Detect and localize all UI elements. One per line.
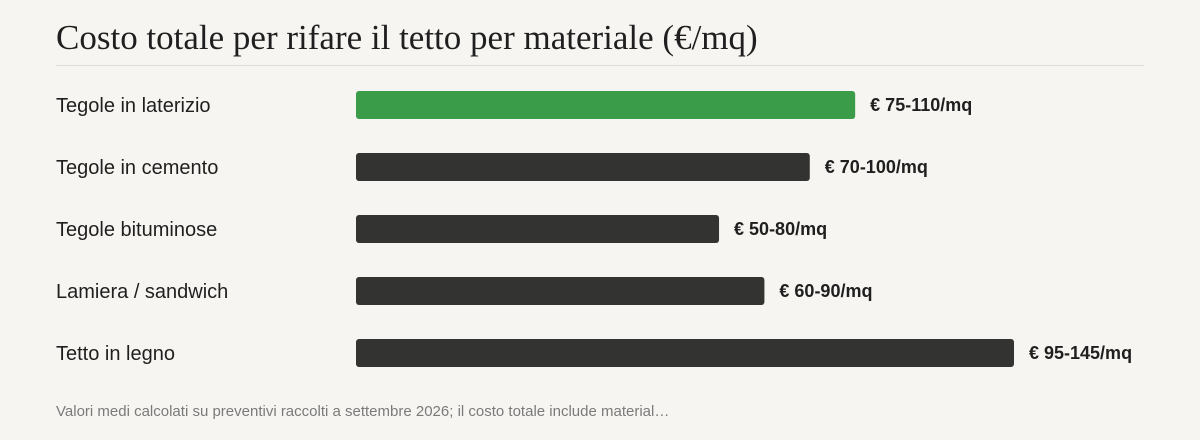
value-label: € 75-110/mq xyxy=(870,95,972,115)
chart-title: Costo totale per rifare il tetto per mat… xyxy=(56,18,758,57)
bar xyxy=(356,277,765,305)
category-label: Tegole in cemento xyxy=(56,157,218,179)
bar xyxy=(356,153,810,181)
value-label: € 70-100/mq xyxy=(825,157,928,177)
bar xyxy=(356,91,856,119)
title-divider xyxy=(56,65,1144,66)
category-label: Tegole bituminose xyxy=(56,219,217,241)
footnote: Valori medi calcolati su preventivi racc… xyxy=(56,403,670,420)
bar xyxy=(356,215,720,243)
category-label: Tetto in legno xyxy=(56,343,175,365)
value-label: € 60-90/mq xyxy=(779,281,872,301)
bar-chart: Tegole in laterizio € 75-110/mq Tegole in … xyxy=(56,91,1132,367)
value-label: € 95-145/mq xyxy=(1029,343,1132,363)
category-label: Lamiera / sandwich xyxy=(56,281,228,303)
value-label: € 50-80/mq xyxy=(734,219,827,239)
bar xyxy=(356,339,1014,367)
category-label: Tegole in laterizio xyxy=(56,95,211,117)
